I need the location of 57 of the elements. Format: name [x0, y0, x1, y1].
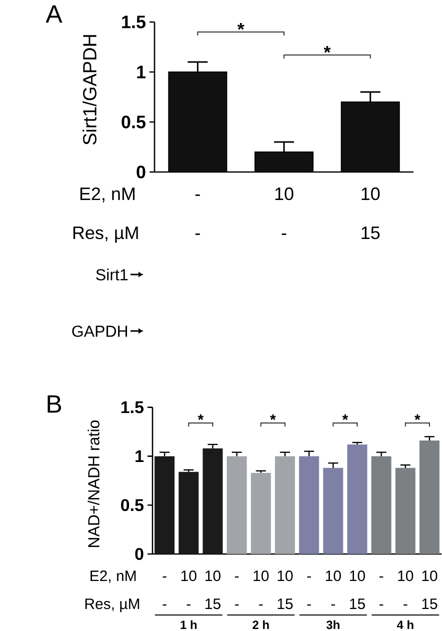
- text: -: [162, 604, 167, 606]
- chart-title: B: [48, 395, 62, 413]
- text: 15: [278, 598, 293, 610]
- x-tick-label: 10: [350, 570, 366, 582]
- x-tick-label: 10: [398, 570, 414, 582]
- x-axis-title: E2, nM: [80, 187, 135, 202]
- x-tick-label: -: [380, 576, 384, 578]
- text: -: [196, 234, 200, 235]
- text: -: [380, 604, 384, 606]
- y-tick-label: 1: [136, 450, 144, 462]
- x-tick-label: 10: [182, 570, 197, 582]
- text: 15: [206, 598, 221, 610]
- text: -: [187, 604, 191, 606]
- x-tick-label: -: [307, 576, 312, 578]
- text: 1 h: [180, 620, 197, 629]
- y-axis-title: NAD+/NADH ratio: [88, 420, 100, 547]
- y-tick-label: 1.5: [122, 401, 144, 414]
- x-tick-label: 10: [326, 570, 342, 582]
- x-tick-label: 10: [278, 570, 293, 582]
- text: -: [235, 604, 239, 606]
- y-tick-label: 1.5: [122, 16, 146, 28]
- annotation: *: [342, 414, 348, 420]
- text: 3h: [326, 620, 340, 630]
- x-tick-label: 10: [206, 570, 221, 582]
- annotation: *: [238, 23, 245, 30]
- text: Res, µM: [86, 598, 140, 612]
- text: -: [282, 234, 286, 235]
- x-tick-label: -: [235, 576, 239, 578]
- y-axis-title: Sirt1/GAPDH: [82, 35, 97, 145]
- text: 15: [422, 598, 438, 610]
- x-tick-label: 10: [362, 187, 380, 200]
- text: 4 h: [397, 620, 414, 629]
- x-tick-label: -: [162, 576, 167, 578]
- x-tick-label: 10: [276, 187, 294, 200]
- text: Res, µM: [74, 226, 138, 243]
- text: 2 h: [252, 620, 270, 629]
- text: -: [404, 604, 408, 606]
- annotation: *: [414, 414, 421, 420]
- text: -: [332, 604, 336, 606]
- text: -: [307, 604, 312, 606]
- annotation: *: [198, 414, 204, 420]
- chart-title: A: [46, 5, 63, 23]
- y-tick-label: 0.5: [122, 116, 146, 128]
- text: 15: [362, 226, 380, 240]
- text: GAPDH: [72, 326, 128, 337]
- x-axis-title: E2, nM: [90, 570, 136, 583]
- text: 15: [350, 598, 366, 610]
- annotation: *: [270, 414, 276, 420]
- text: -: [259, 604, 263, 606]
- y-tick-label: 0.5: [121, 499, 144, 512]
- text: Sirt1: [96, 268, 128, 280]
- x-tick-label: 10: [422, 570, 438, 582]
- y-tick-label: 0: [135, 548, 144, 560]
- x-tick-label: 10: [254, 570, 269, 582]
- y-tick-label: 0: [136, 166, 146, 178]
- annotation: *: [324, 46, 331, 53]
- y-tick-label: 1: [137, 66, 146, 78]
